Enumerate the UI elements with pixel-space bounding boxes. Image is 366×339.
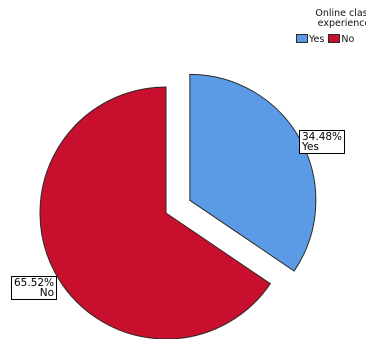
legend-title: Online class experience [315, 8, 366, 29]
data-label-no: 65.52% No [11, 276, 58, 300]
legend-swatch-yes [296, 34, 308, 43]
pie-slice-no [39, 86, 271, 339]
legend-swatch-no [328, 34, 341, 43]
legend: Yes No [296, 34, 358, 45]
legend-item-no: No [328, 34, 354, 45]
data-label-yes: 34.48% Yes [299, 130, 346, 154]
legend-item-yes: Yes [296, 34, 324, 45]
